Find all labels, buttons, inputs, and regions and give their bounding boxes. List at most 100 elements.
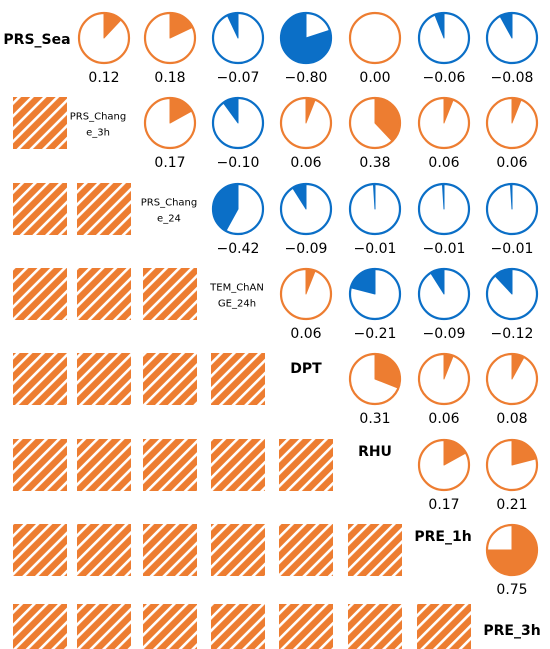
pie-0-4 — [279, 11, 333, 65]
lower-cell-5-4 — [279, 439, 333, 491]
pie-outline-2-4 — [279, 182, 333, 236]
pie-4-5 — [348, 352, 402, 406]
upper-triangle-value-labels: 0.12 0.18 −0.07 −0.80 0.00 −0.06 −0.08 0.17 −0.1… — [88, 70, 533, 598]
value-label-2-4: −0.09 — [285, 241, 328, 257]
pie-slice-3-4 — [305, 268, 316, 295]
pie-outline-1-7 — [485, 96, 539, 150]
pie-outline-3-6 — [417, 267, 471, 321]
lower-cell-5-2 — [143, 439, 197, 491]
pie-slice-1-4 — [305, 97, 316, 124]
upper-triangle-pies — [77, 11, 539, 577]
pie-3-6 — [417, 267, 471, 321]
pie-2-3 — [211, 182, 265, 236]
value-label-0-4: −0.80 — [285, 70, 328, 86]
pie-1-7 — [485, 96, 539, 150]
lower-cell-5-1 — [77, 439, 131, 491]
lower-cell-6-0 — [13, 524, 67, 576]
value-label-0-5: 0.00 — [359, 70, 390, 86]
pie-outline-3-7 — [485, 267, 539, 321]
pie-0-6 — [417, 11, 471, 65]
pie-4-7 — [485, 352, 539, 406]
pie-2-6 — [417, 182, 471, 236]
diagonal-label-6: PRE_1h — [414, 529, 471, 545]
lower-cell-7-5 — [348, 604, 402, 649]
lower-cell-6-4 — [279, 524, 333, 576]
lower-cell-6-5 — [348, 524, 402, 576]
pie-2-4 — [279, 182, 333, 236]
pie-1-4 — [279, 96, 333, 150]
pie-outline-3-5 — [348, 267, 402, 321]
diagonal-variable-labels: PRS_Sea PRS_Chang e_3h PRS_Chang e_24 TEM_ChA… — [3, 32, 540, 639]
value-label-1-3: −0.10 — [217, 155, 260, 171]
lower-triangle-cells — [13, 97, 471, 649]
pie-outline-0-6 — [417, 11, 471, 65]
diagonal-label-4: DPT — [290, 361, 322, 377]
diagonal-label-2-line-1: e_24 — [157, 214, 181, 225]
pie-0-7 — [485, 11, 539, 65]
pie-5-7 — [485, 438, 539, 492]
pie-outline-0-4 — [279, 11, 333, 65]
value-label-4-6: 0.06 — [428, 411, 459, 427]
diagonal-label-7: PRE_3h — [483, 623, 540, 639]
pie-outline-2-7 — [485, 182, 539, 236]
pie-outline-1-4 — [279, 96, 333, 150]
lower-cell-7-2 — [143, 604, 197, 649]
value-label-4-7: 0.08 — [496, 411, 527, 427]
lower-cell-7-0 — [13, 604, 67, 649]
value-label-3-4: 0.06 — [290, 326, 321, 342]
pie-outline-1-6 — [417, 96, 471, 150]
value-label-4-5: 0.31 — [359, 411, 390, 427]
pie-slice-4-5 — [374, 353, 401, 389]
value-label-3-6: −0.09 — [423, 326, 466, 342]
lower-cell-2-1 — [77, 183, 131, 235]
lower-cell-4-0 — [13, 353, 67, 405]
value-label-0-7: −0.08 — [491, 70, 534, 86]
pie-outline-4-5 — [348, 352, 402, 406]
value-label-2-3: −0.42 — [217, 241, 260, 257]
pie-2-7 — [485, 182, 539, 236]
pie-outline-4-7 — [485, 352, 539, 406]
pie-slice-4-6 — [443, 353, 454, 380]
value-label-0-2: 0.18 — [154, 70, 185, 86]
pie-outline-0-1 — [77, 11, 131, 65]
lower-cell-6-1 — [77, 524, 131, 576]
pie-slice-0-7 — [499, 12, 513, 39]
value-label-3-5: −0.21 — [354, 326, 397, 342]
pie-outline-2-5 — [348, 182, 402, 236]
value-label-2-5: −0.01 — [354, 241, 397, 257]
pie-outline-3-4 — [279, 267, 333, 321]
pie-outline-1-3 — [211, 96, 265, 150]
pie-slice-4-7 — [511, 353, 525, 380]
pie-6-7 — [485, 523, 539, 577]
value-label-1-2: 0.17 — [154, 155, 185, 171]
value-label-0-1: 0.12 — [88, 70, 119, 86]
value-label-0-6: −0.06 — [423, 70, 466, 86]
pie-outline-0-3 — [211, 11, 265, 65]
lower-cell-7-1 — [77, 604, 131, 649]
pie-3-5 — [348, 267, 402, 321]
value-label-3-7: −0.12 — [491, 326, 534, 342]
pie-outline-1-2 — [143, 96, 197, 150]
pie-1-2 — [143, 96, 197, 150]
pie-outline-5-6 — [417, 438, 471, 492]
pie-outline-0-5 — [348, 11, 402, 65]
lower-cell-3-2 — [143, 268, 197, 320]
lower-cell-4-2 — [143, 353, 197, 405]
diagonal-label-1-line-0: PRS_Chang — [70, 112, 126, 123]
lower-cell-5-3 — [211, 439, 265, 491]
pie-outline-0-7 — [485, 11, 539, 65]
lower-cell-4-1 — [77, 353, 131, 405]
diagonal-label-3-line-0: TEM_ChAN — [209, 283, 264, 294]
pie-5-6 — [417, 438, 471, 492]
pie-1-3 — [211, 96, 265, 150]
pie-1-6 — [417, 96, 471, 150]
value-label-2-6: −0.01 — [423, 241, 466, 257]
lower-cell-5-0 — [13, 439, 67, 491]
value-label-0-3: −0.07 — [217, 70, 260, 86]
lower-cell-7-3 — [211, 604, 265, 649]
pie-outline-5-7 — [485, 438, 539, 492]
lower-cell-4-3 — [211, 353, 265, 405]
pie-4-6 — [417, 352, 471, 406]
pie-0-5 — [348, 11, 402, 65]
